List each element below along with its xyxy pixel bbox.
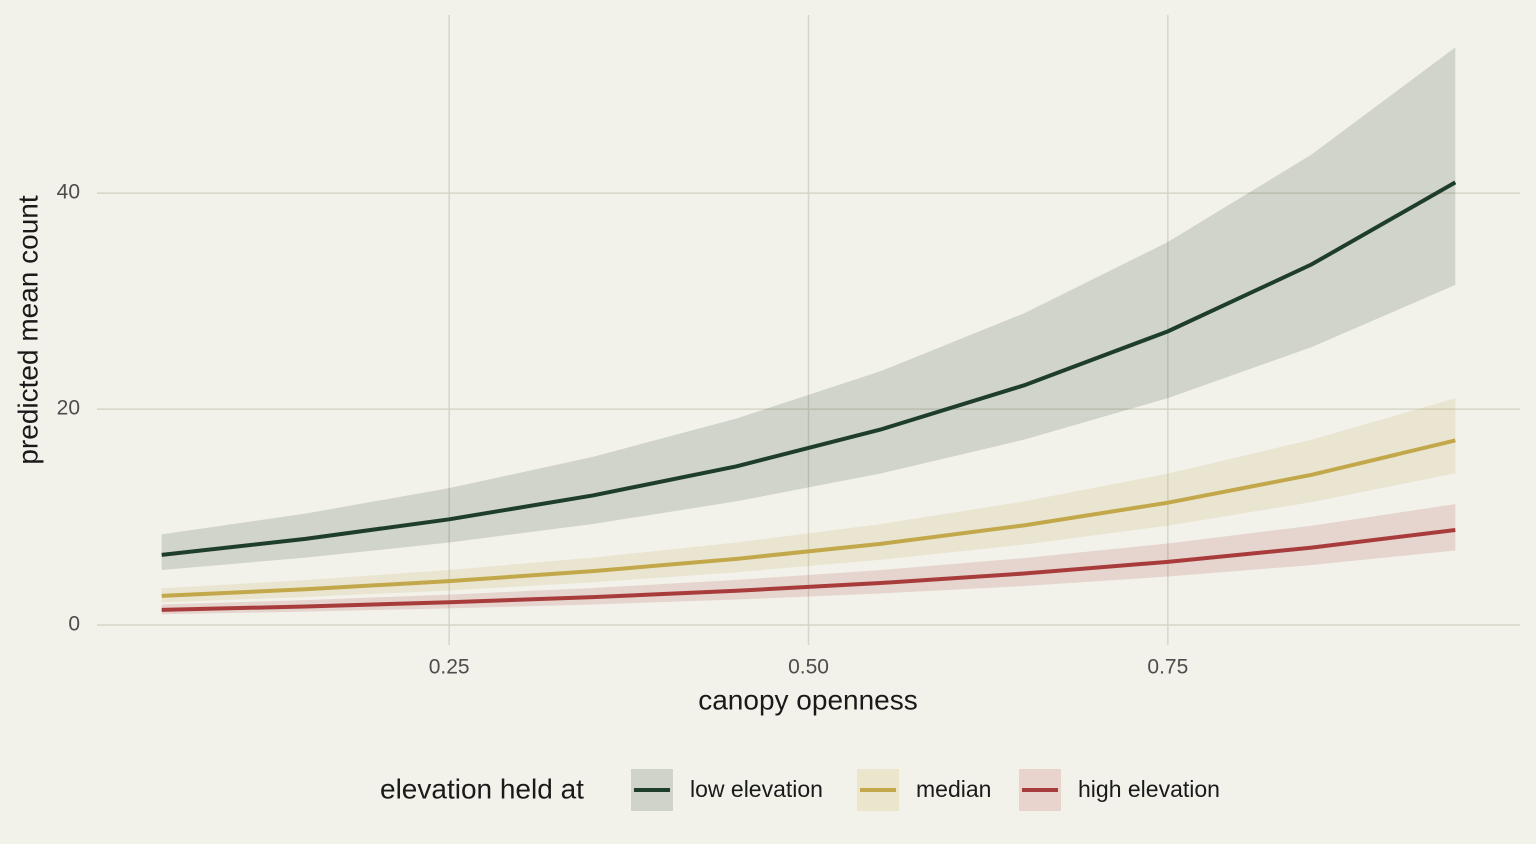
legend-label: median xyxy=(916,776,991,802)
confidence-band xyxy=(161,47,1456,570)
x-tick-label: 0.50 xyxy=(788,656,829,679)
confidence-band xyxy=(161,398,1456,603)
y-tick-label: 20 xyxy=(57,397,80,420)
line xyxy=(161,528,1456,612)
x-tick-label: 0.25 xyxy=(429,656,470,679)
x-axis-title: canopy openness xyxy=(698,684,918,715)
y-tick-label: 40 xyxy=(57,181,80,204)
legend-title: elevation held at xyxy=(380,773,584,804)
legend-label: high elevation xyxy=(1078,776,1220,802)
legend-label: low elevation xyxy=(690,776,823,802)
y-axis-title: predicted mean count xyxy=(12,195,43,465)
y-tick-label: 0 xyxy=(68,613,80,636)
line xyxy=(161,438,1456,598)
x-tick-label: 0.75 xyxy=(1147,656,1188,679)
line xyxy=(161,180,1457,557)
